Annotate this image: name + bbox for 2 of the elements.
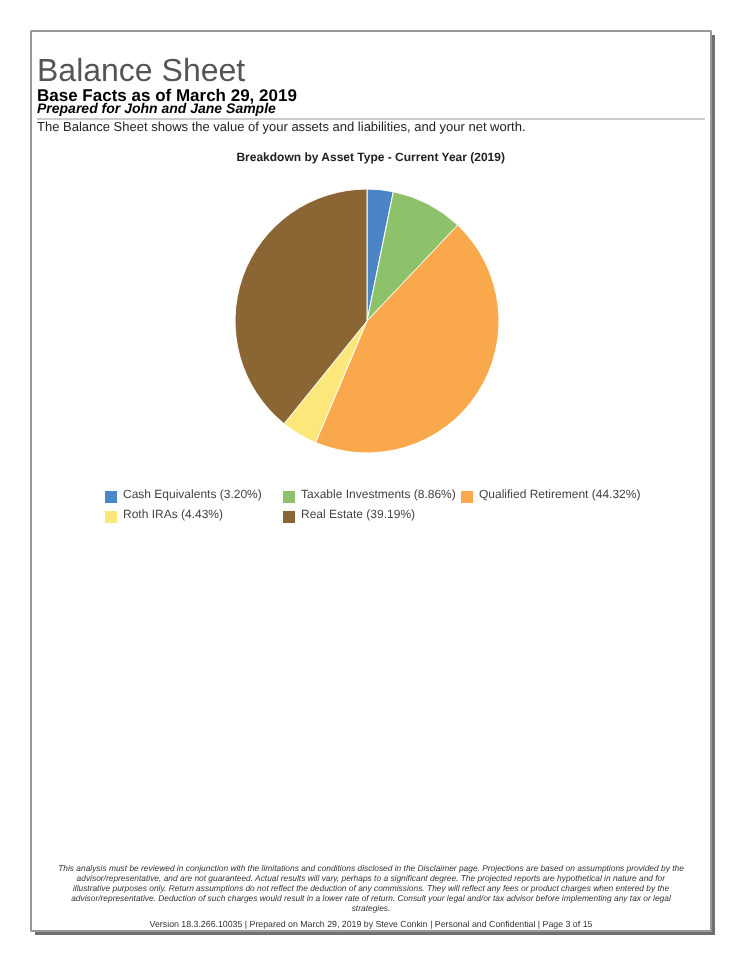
text: Base Facts as of March 29, 2019: [37, 85, 298, 105]
text: Balance Sheet: [37, 55, 247, 89]
